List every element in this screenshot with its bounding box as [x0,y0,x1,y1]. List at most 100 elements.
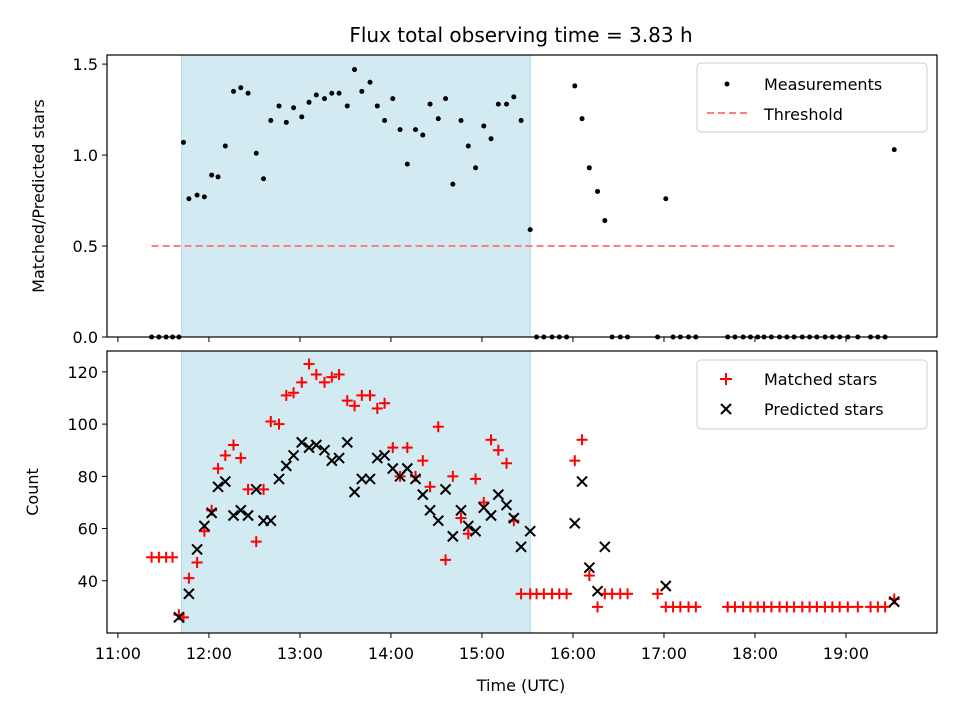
predicted-star-point [401,462,414,475]
measurement-point [245,90,251,96]
predicted-star-point [599,541,611,553]
top-ytick-label: 1.5 [73,55,98,74]
matched-star-point [842,601,854,613]
measurement-point [261,176,267,182]
measurement-point [186,196,192,202]
measurement-point [215,174,221,180]
matched-star-point [455,512,467,524]
predicted-star-point [242,509,254,522]
matched-star-point [250,536,262,548]
predicted-star-point [326,454,338,467]
measurement-point [299,114,305,120]
matched-star-point [690,601,702,613]
measurement-point [586,165,592,171]
legend-measurements-marker [724,81,730,87]
legend-predicted-marker [720,403,732,415]
bottom-ytick-label: 40 [78,572,98,591]
legend-predicted-label: Predicted stars [764,400,884,419]
matched-star-point [401,442,413,454]
matched-star-point [652,588,664,600]
predicted-star-point [485,509,497,522]
matched-star-point [576,434,588,446]
predicted-star-point [417,488,429,501]
predicted-star-point [287,449,300,462]
measurement-point [473,165,479,171]
matched-star-point [379,397,391,409]
measurement-point [253,150,259,156]
measurement-point [276,103,282,109]
bottom-xtick-label: 14:00 [368,644,414,663]
predicted-star-point [310,439,323,451]
predicted-star-point [318,444,331,456]
bottom-ylabel: Count [23,468,42,516]
predicted-star-point [462,520,475,532]
measurement-point [420,132,426,138]
matched-star-point [198,525,210,537]
matched-star-point [470,473,482,485]
predicted-star-point [303,441,315,454]
predicted-star-point [212,481,224,493]
bottom-ytick-label: 100 [67,415,98,434]
measurement-point [404,161,410,167]
top-ylabel: Matched/Predicted stars [29,99,48,293]
predicted-star-point [492,488,505,501]
measurement-point [329,90,335,96]
measurement-point [283,119,289,125]
bottom-xtick-label: 13:00 [277,644,323,663]
measurement-point [390,96,396,102]
measurement-point [427,101,433,107]
matched-star-point [212,463,224,474]
measurement-point [374,103,380,109]
measurement-point [465,143,471,149]
bottom-panel: 40 60 80 100 120 11:00 12:00 13:00 14:00 15:00 16:… [23,350,938,695]
measurement-point [488,136,494,142]
measurement-point [201,194,207,200]
predicted-star-point [333,452,345,464]
predicted-star-point [173,611,185,624]
predicted-star-point [439,483,452,496]
matched-star-point [424,481,436,493]
measurement-point [222,143,228,149]
matched-star-point [852,601,864,613]
matched-star-point [288,387,300,399]
matched-star-point [228,439,240,451]
bottom-legend: Matched stars Predicted stars [696,359,928,430]
top-ytick-label: 1.0 [73,146,98,165]
matched-star-point [447,470,459,482]
predicted-star-point [432,515,444,527]
bottom-xtick-label: 12:00 [186,644,232,663]
measurement-point [291,105,297,111]
matched-star-point [371,402,383,414]
predicted-star-point [371,452,384,464]
predicted-star-point [500,499,513,511]
matched-star-point [319,376,331,388]
top-plot-area [149,54,897,340]
matched-star-point [440,554,452,566]
matched-star-point [191,557,203,568]
predicted-star-point [265,515,277,527]
predicted-star-point [205,507,218,519]
measurement-point [231,88,237,94]
matched-star-point [349,400,361,412]
predicted-star-point [576,475,588,488]
predicted-star-point [191,543,203,556]
predicted-star-point [583,562,596,574]
measurement-point [313,92,319,98]
top-legend: Measurements Threshold [696,62,928,133]
top-panel: 0.0 0.5 1.0 1.5 Matched/Predicted stars Mea… [29,54,938,347]
measurement-point [352,67,358,73]
bottom-ytick-label: 60 [78,520,98,539]
matched-star-point [273,418,285,430]
measurement-point [458,117,464,123]
matched-star-point [341,395,353,407]
bottom-plot-area [146,350,900,634]
matched-star-point [219,449,231,461]
bottom-axes-frame [106,350,938,634]
matched-star-point [879,601,891,613]
matched-star-point [167,551,179,563]
measurement-point [595,188,601,194]
measurement-point [572,83,578,89]
top-observing-span [181,54,531,338]
matched-star-point [561,588,573,600]
predicted-star-point [455,504,467,516]
